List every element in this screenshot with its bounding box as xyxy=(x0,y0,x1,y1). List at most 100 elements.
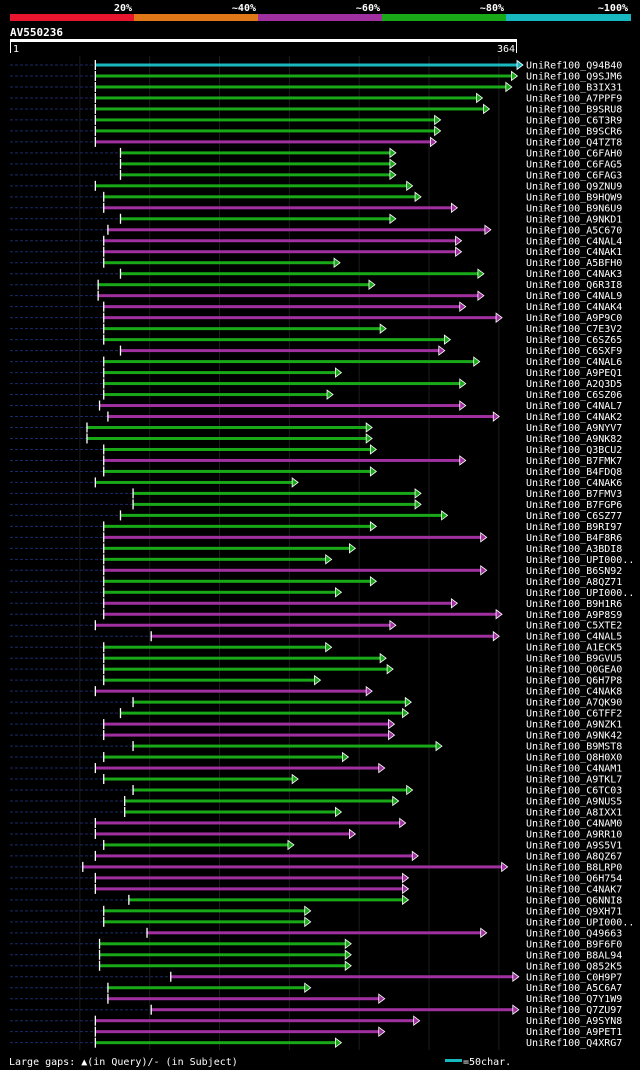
hit-segment[interactable] xyxy=(103,722,389,726)
hit-label[interactable]: UniRef100_B9N6U9 xyxy=(526,203,622,214)
hit-label[interactable]: UniRef100_A8IXX1 xyxy=(526,807,622,818)
hit-segment[interactable] xyxy=(95,85,506,89)
hit-segment[interactable] xyxy=(103,777,293,781)
hit-segment[interactable] xyxy=(95,480,293,484)
hit-label[interactable]: UniRef100_B4F8R6 xyxy=(526,533,622,544)
hit-label[interactable]: UniRef100_Q8H0X0 xyxy=(526,753,622,764)
hit-label[interactable]: UniRef100_A7PPF9 xyxy=(526,93,622,104)
hit-label[interactable]: UniRef100_A5BFH0 xyxy=(526,258,622,269)
hit-segment[interactable] xyxy=(103,920,305,924)
hit-label[interactable]: UniRef100_A3BDI8 xyxy=(526,544,622,555)
hit-label[interactable]: UniRef100_A2Q3D5 xyxy=(526,379,622,390)
hit-label[interactable]: UniRef100_Q7ZU97 xyxy=(526,1005,622,1016)
hit-segment[interactable] xyxy=(95,63,517,67)
hit-segment[interactable] xyxy=(103,195,416,199)
hit-segment[interactable] xyxy=(132,700,406,704)
hit-label[interactable]: UniRef100_B9RI97 xyxy=(526,522,622,533)
hit-label[interactable]: UniRef100_UPI000.. xyxy=(526,555,634,566)
hit-label[interactable]: UniRef100_Q6H7P8 xyxy=(526,676,622,687)
hit-label[interactable]: UniRef100_Q6NNI8 xyxy=(526,895,622,906)
hit-label[interactable]: UniRef100_Q6R3I8 xyxy=(526,280,622,291)
hit-label[interactable]: UniRef100_C6TC03 xyxy=(526,786,622,797)
hit-segment[interactable] xyxy=(95,689,367,693)
hit-segment[interactable] xyxy=(103,843,288,847)
hit-segment[interactable] xyxy=(95,887,403,891)
hit-segment[interactable] xyxy=(132,502,416,506)
hit-segment[interactable] xyxy=(103,909,305,913)
hit-label[interactable]: UniRef100_B9SCR6 xyxy=(526,126,622,137)
hit-label[interactable]: UniRef100_C0H9P7 xyxy=(526,972,622,983)
hit-label[interactable]: UniRef100_C4NAL5 xyxy=(526,632,622,643)
hit-segment[interactable] xyxy=(95,766,379,770)
hit-segment[interactable] xyxy=(103,382,460,386)
hit-label[interactable]: UniRef100_A9TKL7 xyxy=(526,775,622,786)
hit-segment[interactable] xyxy=(132,491,416,495)
hit-segment[interactable] xyxy=(103,469,371,473)
hit-segment[interactable] xyxy=(95,74,512,78)
hit-segment[interactable] xyxy=(99,404,460,408)
hit-segment[interactable] xyxy=(120,349,439,353)
hit-segment[interactable] xyxy=(103,250,456,254)
hit-label[interactable]: UniRef100_C4NAL4 xyxy=(526,236,622,247)
hit-label[interactable]: UniRef100_C7E3V2 xyxy=(526,324,622,335)
hit-segment[interactable] xyxy=(97,283,369,287)
hit-label[interactable]: UniRef100_C4NAK1 xyxy=(526,247,622,258)
hit-segment[interactable] xyxy=(107,415,494,419)
hit-label[interactable]: UniRef100_C6SZ77 xyxy=(526,511,622,522)
hit-segment[interactable] xyxy=(86,426,367,430)
hit-label[interactable]: UniRef100_A9NK82 xyxy=(526,434,622,445)
hit-label[interactable]: UniRef100_C4NAK2 xyxy=(526,412,622,423)
hit-segment[interactable] xyxy=(151,1008,513,1012)
hit-label[interactable]: UniRef100_A9NYV7 xyxy=(526,423,622,434)
hit-segment[interactable] xyxy=(95,1030,379,1034)
hit-label[interactable]: UniRef100_Q0GEA0 xyxy=(526,665,622,676)
hit-label[interactable]: UniRef100_Q94B40 xyxy=(526,61,622,72)
hit-segment[interactable] xyxy=(95,854,413,858)
hit-label[interactable]: UniRef100_B8LRP0 xyxy=(526,862,622,873)
hit-segment[interactable] xyxy=(120,711,403,715)
hit-label[interactable]: UniRef100_A9P8S9 xyxy=(526,610,622,621)
hit-segment[interactable] xyxy=(99,964,346,968)
hit-segment[interactable] xyxy=(103,612,497,616)
hit-label[interactable]: UniRef100_C4NAL7 xyxy=(526,401,622,412)
hit-label[interactable]: UniRef100_B8AL94 xyxy=(526,950,622,961)
hit-segment[interactable] xyxy=(120,513,442,517)
hit-segment[interactable] xyxy=(103,327,381,331)
hit-segment[interactable] xyxy=(151,634,494,638)
hit-label[interactable]: UniRef100_A9S5V1 xyxy=(526,840,622,851)
hit-label[interactable]: UniRef100_Q9XH71 xyxy=(526,906,622,917)
hit-label[interactable]: UniRef100_Q49663 xyxy=(526,928,622,939)
hit-label[interactable]: UniRef100_C4NAK8 xyxy=(526,687,622,698)
hit-segment[interactable] xyxy=(95,184,407,188)
hit-label[interactable]: UniRef100_A8QZ71 xyxy=(526,577,622,588)
hit-segment[interactable] xyxy=(99,953,346,957)
hit-segment[interactable] xyxy=(103,733,389,737)
hit-label[interactable]: UniRef100_C6TFF2 xyxy=(526,709,622,720)
hit-segment[interactable] xyxy=(103,305,460,309)
hit-segment[interactable] xyxy=(95,821,400,825)
hit-label[interactable]: UniRef100_A9P9C0 xyxy=(526,313,622,324)
hit-segment[interactable] xyxy=(82,865,502,869)
hit-segment[interactable] xyxy=(103,316,497,320)
hit-segment[interactable] xyxy=(95,832,350,836)
hit-segment[interactable] xyxy=(132,788,407,792)
hit-label[interactable]: UniRef100_A9SYN8 xyxy=(526,1016,622,1027)
hit-label[interactable]: UniRef100_B7FGP6 xyxy=(526,500,622,511)
hit-label[interactable]: UniRef100_C6SXF9 xyxy=(526,346,622,357)
hit-label[interactable]: UniRef100_A1ECK5 xyxy=(526,643,622,654)
hit-segment[interactable] xyxy=(95,118,435,122)
hit-label[interactable]: UniRef100_C6SZ65 xyxy=(526,335,622,346)
hit-label[interactable]: UniRef100_A9NUS5 xyxy=(526,796,622,807)
hit-label[interactable]: UniRef100_C4NAM1 xyxy=(526,764,622,775)
hit-segment[interactable] xyxy=(124,799,393,803)
hit-label[interactable]: UniRef100_A5C670 xyxy=(526,225,622,236)
hit-label[interactable]: UniRef100_B9H1R6 xyxy=(526,599,622,610)
hit-label[interactable]: UniRef100_B9MST8 xyxy=(526,742,622,753)
hit-label[interactable]: UniRef100_A5C6A7 xyxy=(526,983,622,994)
hit-label[interactable]: UniRef100_UPI000.. xyxy=(526,917,634,928)
hit-label[interactable]: UniRef100_Q4TZT8 xyxy=(526,137,622,148)
hit-segment[interactable] xyxy=(95,107,484,111)
hit-label[interactable]: UniRef100_B6SN92 xyxy=(526,566,622,577)
hit-label[interactable]: UniRef100_A8QZ67 xyxy=(526,851,622,862)
hit-label[interactable]: UniRef100_C6T3R9 xyxy=(526,115,622,126)
